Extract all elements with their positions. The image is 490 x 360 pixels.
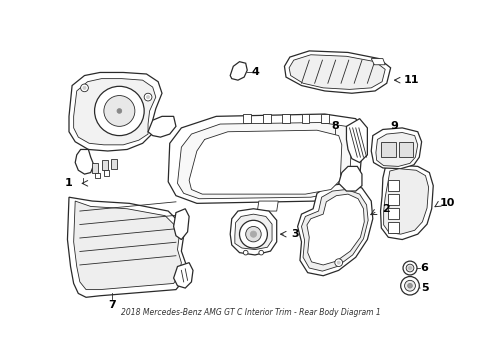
Polygon shape — [388, 194, 399, 205]
Polygon shape — [75, 149, 94, 174]
Circle shape — [144, 93, 152, 101]
Polygon shape — [388, 180, 399, 191]
Polygon shape — [92, 163, 98, 172]
Polygon shape — [339, 166, 362, 191]
Polygon shape — [321, 114, 329, 122]
Polygon shape — [381, 165, 433, 239]
Circle shape — [403, 261, 417, 275]
Polygon shape — [388, 208, 399, 219]
Circle shape — [245, 226, 261, 242]
Polygon shape — [371, 59, 385, 65]
Polygon shape — [111, 159, 117, 169]
Polygon shape — [263, 114, 270, 122]
Polygon shape — [384, 169, 429, 234]
Text: 3: 3 — [292, 229, 299, 239]
Polygon shape — [96, 172, 100, 178]
Circle shape — [147, 95, 149, 99]
Polygon shape — [173, 263, 193, 288]
Polygon shape — [301, 114, 309, 122]
Circle shape — [259, 250, 264, 255]
Text: 7: 7 — [108, 300, 116, 310]
Circle shape — [117, 109, 122, 113]
Circle shape — [405, 280, 416, 291]
Polygon shape — [74, 78, 156, 145]
Polygon shape — [177, 122, 352, 199]
Polygon shape — [230, 62, 247, 80]
Polygon shape — [244, 114, 251, 122]
Text: 2018 Mercedes-Benz AMG GT C Interior Trim - Rear Body Diagram 1: 2018 Mercedes-Benz AMG GT C Interior Tri… — [121, 307, 381, 316]
Polygon shape — [74, 201, 181, 289]
Polygon shape — [285, 51, 391, 93]
Circle shape — [83, 86, 86, 89]
Circle shape — [335, 259, 343, 266]
Circle shape — [409, 266, 412, 270]
Polygon shape — [381, 142, 396, 157]
Polygon shape — [301, 189, 368, 271]
Polygon shape — [388, 222, 399, 233]
Polygon shape — [257, 201, 278, 211]
Polygon shape — [104, 170, 108, 176]
Circle shape — [337, 261, 340, 264]
Polygon shape — [101, 160, 108, 170]
Circle shape — [408, 283, 412, 288]
Circle shape — [406, 264, 414, 272]
Text: 9: 9 — [391, 121, 398, 131]
Polygon shape — [371, 128, 421, 169]
Polygon shape — [68, 197, 187, 297]
Circle shape — [95, 86, 144, 136]
Text: 1: 1 — [65, 178, 73, 188]
Polygon shape — [289, 55, 385, 89]
Circle shape — [244, 250, 248, 255]
Text: 4: 4 — [252, 67, 260, 77]
Polygon shape — [297, 183, 373, 276]
Polygon shape — [376, 132, 418, 166]
Text: 8: 8 — [331, 121, 339, 131]
Text: 10: 10 — [440, 198, 455, 208]
Circle shape — [81, 84, 88, 92]
Circle shape — [250, 231, 257, 237]
Polygon shape — [69, 72, 162, 151]
Polygon shape — [189, 130, 342, 194]
Polygon shape — [230, 209, 277, 255]
Polygon shape — [168, 114, 364, 203]
Polygon shape — [282, 114, 290, 122]
Circle shape — [104, 95, 135, 126]
Polygon shape — [307, 194, 364, 265]
Text: 6: 6 — [420, 263, 428, 273]
Text: 11: 11 — [404, 75, 419, 85]
Polygon shape — [148, 116, 176, 137]
Polygon shape — [173, 209, 189, 239]
Polygon shape — [399, 142, 413, 157]
Text: 5: 5 — [421, 283, 428, 293]
Polygon shape — [235, 214, 272, 249]
Polygon shape — [346, 119, 368, 163]
Text: 2: 2 — [382, 204, 390, 214]
Circle shape — [240, 220, 268, 248]
Circle shape — [401, 276, 419, 295]
